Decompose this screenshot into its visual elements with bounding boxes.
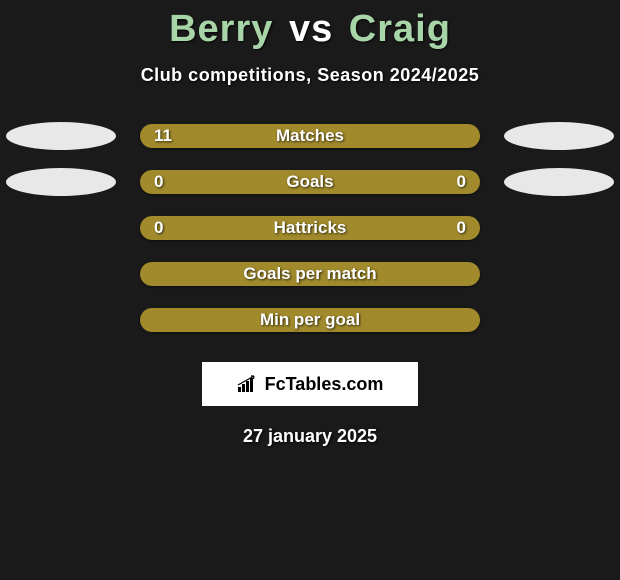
stat-label: Matches: [276, 126, 344, 146]
snapshot-date: 27 january 2025: [0, 426, 620, 447]
vs-label: vs: [289, 8, 333, 50]
player1-name: Berry: [169, 8, 273, 50]
stat-bar: Goals per match: [140, 262, 480, 286]
site-logo[interactable]: FcTables.com: [202, 362, 418, 406]
player2-ellipse: [504, 168, 614, 196]
stat-bar: Min per goal: [140, 308, 480, 332]
stat-bar: 0 Hattricks 0: [140, 216, 480, 240]
player1-ellipse: [6, 168, 116, 196]
stat-bar: 11 Matches: [140, 124, 480, 148]
stat-row: Min per goal: [0, 308, 620, 332]
stat-label: Goals per match: [243, 264, 376, 284]
stat-label: Min per goal: [260, 310, 360, 330]
stat-bar: 0 Goals 0: [140, 170, 480, 194]
stat-left-value: 0: [154, 172, 163, 192]
stat-label: Hattricks: [274, 218, 347, 238]
stat-row: 0 Goals 0: [0, 170, 620, 194]
stat-left-value: 0: [154, 218, 163, 238]
player1-ellipse: [6, 122, 116, 150]
stat-right-value: 0: [457, 172, 466, 192]
stat-label: Goals: [286, 172, 333, 192]
subtitle: Club competitions, Season 2024/2025: [0, 65, 620, 86]
comparison-title: Berry vs Craig: [0, 0, 620, 51]
stats-rows: 11 Matches 0 Goals 0 0 Hattricks 0 Goals per mat…: [0, 124, 620, 332]
stat-row: Goals per match: [0, 262, 620, 286]
bar-chart-icon: [237, 375, 259, 393]
player2-ellipse: [504, 122, 614, 150]
logo-text: FcTables.com: [265, 374, 384, 395]
stat-row: 11 Matches: [0, 124, 620, 148]
player2-name: Craig: [349, 8, 451, 50]
stat-left-value: 11: [154, 126, 172, 146]
stat-right-value: 0: [457, 218, 466, 238]
stat-row: 0 Hattricks 0: [0, 216, 620, 240]
